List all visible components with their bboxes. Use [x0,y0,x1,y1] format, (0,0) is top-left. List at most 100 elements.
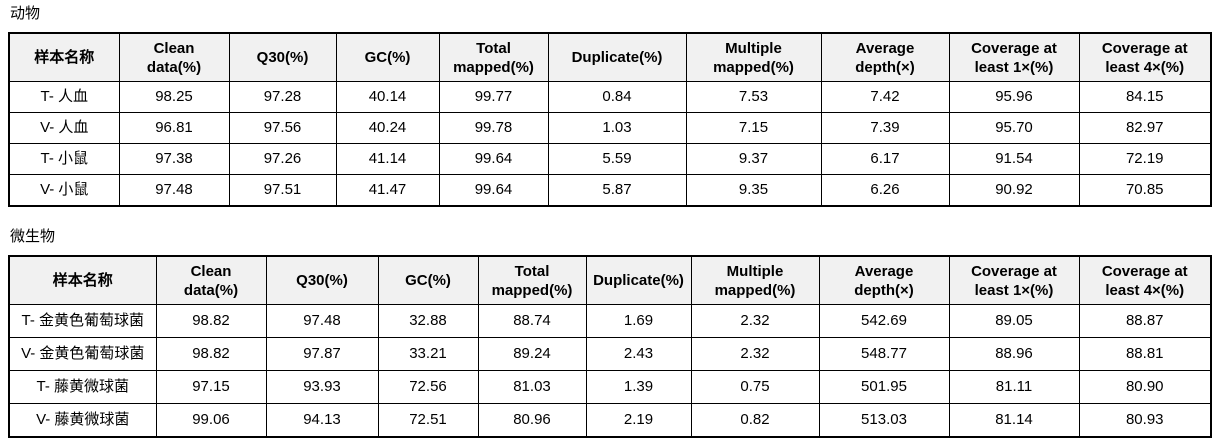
column-header: Coverage at least 4×(%) [1078,255,1212,305]
value-cell: 72.56 [377,370,479,404]
value-cell: 97.28 [228,81,337,113]
value-cell: 80.96 [477,403,587,438]
table-row: V- 人血 96.81 97.56 40.24 99.78 1.03 7.15 7.39 95.… [8,112,1212,144]
value-cell: 97.38 [118,143,230,175]
value-cell: 6.17 [820,143,950,175]
value-cell: 99.78 [438,112,549,144]
sample-name-cell: T- 藤黄微球菌 [8,370,157,404]
value-cell: 89.24 [477,337,587,371]
value-cell: 72.19 [1078,143,1212,175]
column-header: Coverage at least 1×(%) [948,32,1080,82]
value-cell: 89.05 [948,304,1080,338]
value-cell: 1.03 [547,112,687,144]
value-cell: 2.19 [585,403,692,438]
sample-name-cell: T- 金黄色葡萄球菌 [8,304,157,338]
value-cell: 98.82 [155,337,267,371]
value-cell: 542.69 [818,304,950,338]
value-cell: 7.39 [820,112,950,144]
column-header: Q30(%) [265,255,379,305]
table-title-microbes: 微生物 [10,228,56,245]
value-cell: 7.15 [685,112,822,144]
sample-name-cell: T- 小鼠 [8,143,120,175]
column-header: Duplicate(%) [547,32,687,82]
column-header: Clean data(%) [155,255,267,305]
microbes-table-section: 微生物 样本名称 Clean data(%) Q30(%) GC(%) Total ma… [8,228,1212,438]
value-cell: 81.14 [948,403,1080,438]
value-cell: 9.37 [685,143,822,175]
column-header: Coverage at least 4×(%) [1078,32,1212,82]
value-cell: 2.43 [585,337,692,371]
value-cell: 2.32 [690,337,820,371]
table-row: V- 小鼠 97.48 97.51 41.47 99.64 5.87 9.35 6.26 90.… [8,174,1212,207]
value-cell: 41.47 [335,174,440,207]
value-cell: 88.96 [948,337,1080,371]
column-header: GC(%) [335,32,440,82]
column-header: Multiple mapped(%) [685,32,822,82]
column-header: GC(%) [377,255,479,305]
table-row: T- 金黄色葡萄球菌 98.82 97.48 32.88 88.74 1.69 2.32 54… [8,304,1212,338]
value-cell: 0.75 [690,370,820,404]
value-cell: 81.11 [948,370,1080,404]
value-cell: 98.82 [155,304,267,338]
value-cell: 88.81 [1078,337,1212,371]
animals-table-section: 动物 样本名称 Clean data(%) Q30(%) GC(%) Total map… [8,5,1212,207]
column-header: 样本名称 [8,32,120,82]
value-cell: 7.42 [820,81,950,113]
value-cell: 82.97 [1078,112,1212,144]
value-cell: 84.15 [1078,81,1212,113]
table-row: T- 人血 98.25 97.28 40.14 99.77 0.84 7.53 7.42 95.… [8,81,1212,113]
value-cell: 513.03 [818,403,950,438]
column-header: Total mapped(%) [477,255,587,305]
value-cell: 99.06 [155,403,267,438]
value-cell: 97.26 [228,143,337,175]
header-row: 样本名称 Clean data(%) Q30(%) GC(%) Total mapped… [8,255,1212,305]
value-cell: 97.51 [228,174,337,207]
column-header: Duplicate(%) [585,255,692,305]
value-cell: 5.59 [547,143,687,175]
value-cell: 94.13 [265,403,379,438]
table-row: V- 藤黄微球菌 99.06 94.13 72.51 80.96 2.19 0.82 513.… [8,403,1212,438]
sample-name-cell: V- 小鼠 [8,174,120,207]
qc-report-body: 动物 样本名称 Clean data(%) Q30(%) GC(%) Total map… [8,5,1212,438]
value-cell: 1.39 [585,370,692,404]
animals-sequencing-qc-table: 样本名称 Clean data(%) Q30(%) GC(%) Total mapped… [8,32,1212,207]
value-cell: 91.54 [948,143,1080,175]
column-header: Multiple mapped(%) [690,255,820,305]
value-cell: 96.81 [118,112,230,144]
table-row: T- 藤黄微球菌 97.15 93.93 72.56 81.03 1.39 0.75 501.… [8,370,1212,404]
value-cell: 97.56 [228,112,337,144]
value-cell: 97.48 [265,304,379,338]
value-cell: 70.85 [1078,174,1212,207]
value-cell: 99.64 [438,143,549,175]
value-cell: 5.87 [547,174,687,207]
sample-name-cell: V- 人血 [8,112,120,144]
column-header: Total mapped(%) [438,32,549,82]
header-row: 样本名称 Clean data(%) Q30(%) GC(%) Total mapped… [8,32,1212,82]
column-header: Average depth(×) [820,32,950,82]
value-cell: 40.24 [335,112,440,144]
microbes-sequencing-qc-table: 样本名称 Clean data(%) Q30(%) GC(%) Total mapped… [8,255,1212,438]
value-cell: 0.84 [547,81,687,113]
column-header: Clean data(%) [118,32,230,82]
value-cell: 99.64 [438,174,549,207]
value-cell: 95.96 [948,81,1080,113]
value-cell: 7.53 [685,81,822,113]
column-header: Q30(%) [228,32,337,82]
value-cell: 88.87 [1078,304,1212,338]
value-cell: 80.90 [1078,370,1212,404]
value-cell: 2.32 [690,304,820,338]
value-cell: 90.92 [948,174,1080,207]
value-cell: 97.15 [155,370,267,404]
value-cell: 32.88 [377,304,479,338]
value-cell: 548.77 [818,337,950,371]
value-cell: 72.51 [377,403,479,438]
table-title-animals: 动物 [10,5,41,22]
table-row: T- 小鼠 97.38 97.26 41.14 99.64 5.59 9.37 6.17 91.… [8,143,1212,175]
value-cell: 9.35 [685,174,822,207]
column-header: 样本名称 [8,255,157,305]
value-cell: 98.25 [118,81,230,113]
table-row: V- 金黄色葡萄球菌 98.82 97.87 33.21 89.24 2.43 2.32 54… [8,337,1212,371]
value-cell: 80.93 [1078,403,1212,438]
value-cell: 41.14 [335,143,440,175]
value-cell: 1.69 [585,304,692,338]
